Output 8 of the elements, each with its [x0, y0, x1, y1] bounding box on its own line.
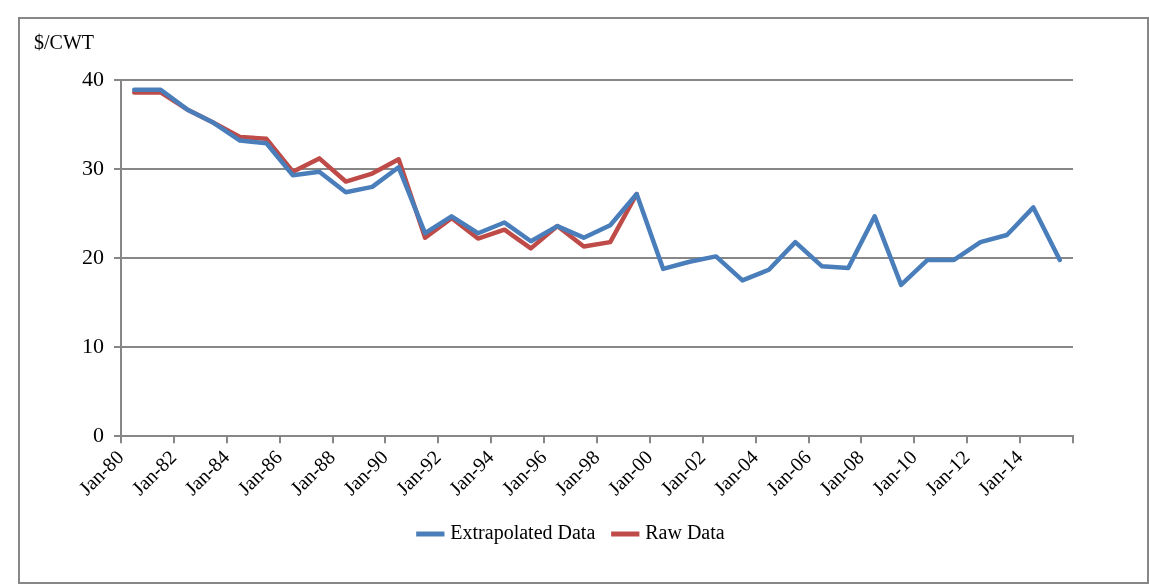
y-tick-label: 30	[82, 154, 104, 180]
y-tick-label: 10	[82, 333, 104, 359]
y-tick-label: 20	[82, 243, 104, 269]
y-tick-label: 0	[93, 422, 104, 448]
y-axis-title: $/CWT	[34, 31, 94, 54]
legend-label: Raw Data	[645, 521, 725, 544]
legend-label: Extrapolated Data	[450, 521, 596, 545]
y-tick-label: 40	[82, 65, 104, 91]
